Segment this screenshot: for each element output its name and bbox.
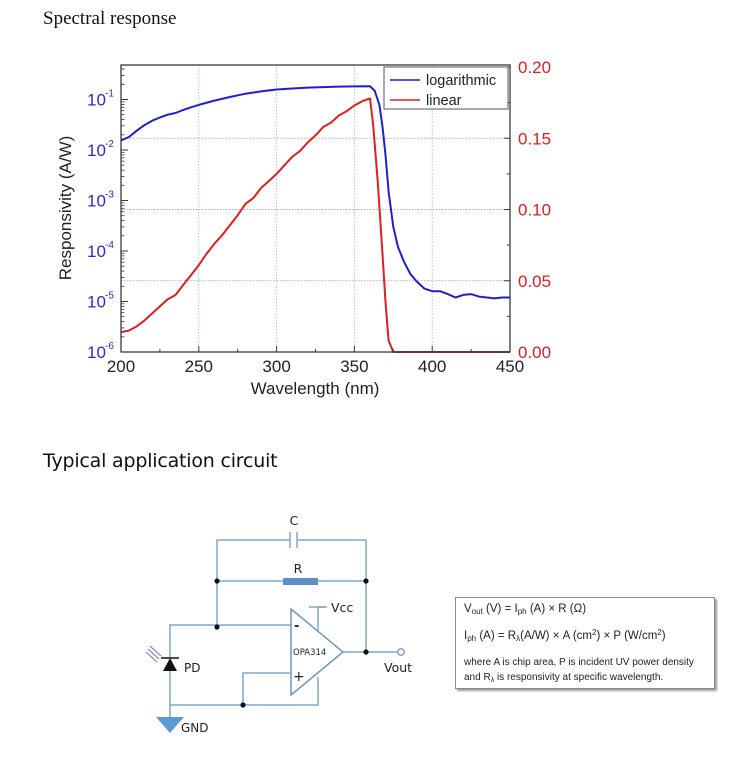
capacitor-label: C xyxy=(290,513,299,528)
left-tick-label: 10 xyxy=(87,343,106,362)
opamp-icon xyxy=(290,607,345,697)
spectral-response-chart: 200 250 300 350 400 450 10 -110 -210 -310 -410 -51… xyxy=(56,58,551,398)
ground-label: GND xyxy=(181,721,209,735)
legend-box xyxy=(383,66,509,110)
formula-iph: Iph (A) = Rλ(A/W) × A (cm2) × P (W/cm2) xyxy=(464,628,666,643)
x-tick-label: 200 xyxy=(107,357,135,376)
series-line-logarithmic xyxy=(120,85,510,300)
wire-capacitor-loop-right xyxy=(297,539,367,581)
x-axis-label: Wavelength (nm) xyxy=(251,379,380,398)
x-tick-label: 450 xyxy=(496,357,524,376)
left-tick-exponent: -3 xyxy=(105,190,114,201)
right-tick-label: 0.20 xyxy=(518,58,551,77)
right-tick-label: 0.00 xyxy=(518,343,551,362)
x-tick-labels: 200 250 300 350 400 450 xyxy=(107,357,524,376)
left-tick-label: 10 xyxy=(87,242,106,261)
x-tick-label: 400 xyxy=(418,357,446,376)
left-tick-exponent: -2 xyxy=(105,139,114,150)
legend: logarithmic linear xyxy=(383,66,509,110)
wire-ground-bus xyxy=(170,677,319,706)
light-rays-icon xyxy=(145,645,162,663)
left-tick-label: 10 xyxy=(87,192,106,211)
left-tick-exponent: -6 xyxy=(105,341,114,352)
formula-box: Vout (V) = Iph (A) × R (Ω) Iph (A) = Rλ(… xyxy=(455,597,715,689)
ground-icon xyxy=(156,717,184,733)
left-y-tick-labels: 10-110-210-310-410-510-6 xyxy=(87,89,114,363)
section-title-application-circuit: Typical application circuit xyxy=(43,450,278,472)
right-tick-label: 0.10 xyxy=(518,201,551,220)
opamp-inverting-label: - xyxy=(294,619,299,634)
opamp-model-label: OPA314 xyxy=(293,648,326,658)
x-tick-label: 350 xyxy=(340,357,368,376)
resistor-icon xyxy=(283,578,318,585)
left-tick-label: 10 xyxy=(87,141,106,160)
right-tick-label: 0.15 xyxy=(518,129,551,148)
left-tick-exponent: -5 xyxy=(105,291,114,302)
right-tick-label: 0.05 xyxy=(518,272,551,291)
resistor-label: R xyxy=(294,561,303,576)
wire-inverting-input xyxy=(169,624,291,627)
section-title-spectral-response: Spectral response xyxy=(43,8,177,29)
output-terminal-icon xyxy=(397,648,405,656)
chart-curves xyxy=(120,85,510,353)
wire-noninverting-input xyxy=(242,672,291,705)
left-tick-exponent: -4 xyxy=(105,240,114,251)
junction-dots xyxy=(214,578,369,708)
vout-label: Vout xyxy=(384,660,412,675)
photodiode-label: PD xyxy=(184,661,200,675)
y-axis-label: Responsivity (A/W) xyxy=(56,136,75,281)
left-tick-exponent: -1 xyxy=(105,89,114,100)
x-tick-label: 300 xyxy=(262,357,290,376)
photodiode-icon xyxy=(163,658,177,671)
legend-label-logarithmic: logarithmic xyxy=(426,73,496,89)
left-tick-label: 10 xyxy=(87,293,106,312)
vcc-label: Vcc xyxy=(331,600,353,615)
axis-ticks xyxy=(120,66,511,353)
opamp-noninverting-label: + xyxy=(293,669,305,685)
legend-label-linear: linear xyxy=(426,93,462,109)
grid-lines xyxy=(121,65,510,352)
left-tick-label: 10 xyxy=(87,91,106,110)
wire-capacitor-loop xyxy=(216,539,290,581)
right-y-tick-labels: 0.00 0.05 0.10 0.15 0.20 xyxy=(518,58,551,362)
formula-note: where A is chip area, P is incident UV p… xyxy=(464,657,694,684)
series-line-linear xyxy=(120,97,510,353)
x-tick-label: 250 xyxy=(185,357,213,376)
formula-vout: Vout (V) = Iph (A) × R (Ω) xyxy=(464,603,587,616)
